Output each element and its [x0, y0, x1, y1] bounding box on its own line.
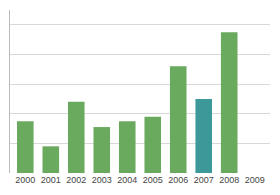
svg-text:2003: 2003 [92, 175, 112, 185]
svg-text:2008: 2008 [219, 175, 239, 185]
svg-text:2002: 2002 [66, 175, 86, 185]
svg-text:2007: 2007 [194, 175, 214, 185]
svg-text:2001: 2001 [41, 175, 61, 185]
svg-text:2005: 2005 [143, 175, 163, 185]
svg-text:2006: 2006 [168, 175, 188, 185]
svg-text:2000: 2000 [15, 175, 35, 185]
svg-text:2004: 2004 [117, 175, 137, 185]
svg-text:2009: 2009 [245, 175, 265, 185]
